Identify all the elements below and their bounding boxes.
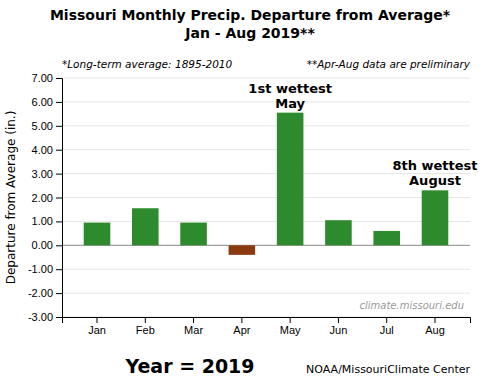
y-tick-label: -1.00	[28, 263, 53, 275]
y-tick-label: 6.00	[32, 96, 53, 108]
x-axis-line	[63, 318, 471, 324]
x-tick: Jun	[330, 317, 348, 336]
y-tick-mark	[56, 174, 62, 175]
note: **Apr-Aug data are preliminary	[307, 58, 471, 70]
y-tick-mark	[56, 221, 62, 222]
x-tick-label: Jul	[380, 324, 394, 336]
y-tick-mark	[56, 317, 62, 318]
x-axis: Jan Feb Mar Apr May Jun Jul Aug	[63, 317, 471, 336]
x-tick-mark	[97, 317, 98, 323]
y-tick-mark	[56, 269, 62, 270]
y-axis-title: Departure from Average (in.)	[4, 111, 18, 285]
footer: Year = 2019	[124, 355, 254, 377]
y-tick: -1.00	[28, 263, 62, 275]
bar	[422, 190, 449, 245]
x-tick: Apr	[233, 317, 250, 336]
y-tick-mark	[56, 198, 62, 199]
y-tick: 4.00	[32, 144, 62, 156]
x-tick-label: Jun	[330, 324, 348, 336]
grid-line	[62, 78, 470, 79]
y-tick-label: 4.00	[32, 144, 53, 156]
x-tick-mark	[434, 317, 435, 323]
x-tick: Jan	[88, 317, 106, 336]
y-tick: 1.00	[32, 215, 62, 227]
y-tick-label: -2.00	[28, 287, 53, 299]
annotation: August	[409, 173, 461, 188]
y-tick: 2.00	[32, 192, 62, 204]
bar	[325, 220, 352, 245]
bar	[277, 113, 304, 246]
annotation: May	[275, 96, 305, 111]
y-tick: 7.00	[32, 72, 62, 84]
chart: Missouri Monthly Precip. Departure from …	[0, 0, 500, 383]
x-tick-label: Apr	[233, 324, 250, 336]
footer: NOAA/MissouriClimate Center	[306, 363, 470, 376]
bar	[180, 223, 207, 246]
y-axis: -3.00 -2.00 -1.00 0.00 1.00 2.00 3.00 4.00 5.00 6…	[28, 72, 63, 323]
annotation: 8th wettest	[392, 158, 477, 173]
bar	[132, 208, 159, 245]
watermark: climate.missouri.edu	[360, 300, 464, 311]
note: *Long-term average: 1895-2010	[62, 58, 233, 70]
x-tick-mark	[193, 317, 194, 323]
y-tick-mark	[56, 102, 62, 103]
y-tick: 6.00	[32, 96, 62, 108]
y-tick-label: 2.00	[32, 192, 53, 204]
grid-line	[62, 269, 470, 270]
y-tick-label: 3.00	[32, 168, 53, 180]
y-tick-label: 7.00	[32, 72, 53, 84]
y-tick-mark	[56, 126, 62, 127]
y-tick-label: -3.00	[28, 311, 53, 323]
x-tick-mark	[241, 317, 242, 323]
y-tick-mark	[56, 78, 62, 79]
annotation: 1st wettest	[248, 81, 332, 96]
y-tick-label: 5.00	[32, 120, 53, 132]
x-tick: Mar	[184, 317, 203, 336]
y-tick-label: 1.00	[32, 215, 53, 227]
y-tick-mark	[56, 245, 62, 246]
x-tick-label: Feb	[136, 324, 155, 336]
y-tick-label: 0.00	[32, 239, 53, 251]
x-tick: Aug	[425, 317, 445, 336]
title: Missouri Monthly Precip. Departure from …	[50, 7, 451, 23]
x-tick-label: May	[280, 324, 301, 336]
x-tick: Jul	[380, 317, 394, 336]
x-tick-label: Aug	[425, 324, 445, 336]
x-tick: Feb	[136, 317, 155, 336]
bar	[84, 223, 111, 246]
bar	[229, 245, 256, 255]
x-tick-mark	[386, 317, 387, 323]
x-tick-mark	[338, 317, 339, 323]
y-tick: 5.00	[32, 120, 62, 132]
x-tick-mark	[145, 317, 146, 323]
subtitle: Jan - Aug 2019**	[184, 25, 315, 41]
grid-line	[62, 101, 470, 102]
y-axis-line	[56, 79, 63, 318]
x-tick-mark	[290, 317, 291, 323]
y-tick: -3.00	[28, 311, 62, 323]
grid-line	[62, 197, 470, 198]
x-tick-label: Jan	[88, 324, 106, 336]
plot: -3.00 -2.00 -1.00 0.00 1.00 2.00 3.00 4.00 5.00 6…	[28, 72, 471, 336]
bars	[84, 113, 449, 255]
grid	[62, 78, 470, 317]
y-tick-mark	[56, 293, 62, 294]
bar	[373, 231, 400, 245]
y-tick: 3.00	[32, 168, 62, 180]
grid-line	[62, 149, 470, 150]
grid-line	[62, 125, 470, 126]
y-tick-mark	[56, 150, 62, 151]
y-tick: 0.00	[32, 239, 62, 251]
x-tick-label: Mar	[184, 324, 203, 336]
grid-line	[62, 221, 470, 222]
grid-line	[62, 245, 470, 246]
x-tick: May	[280, 317, 301, 336]
grid-line	[62, 293, 470, 294]
y-tick: -2.00	[28, 287, 62, 299]
